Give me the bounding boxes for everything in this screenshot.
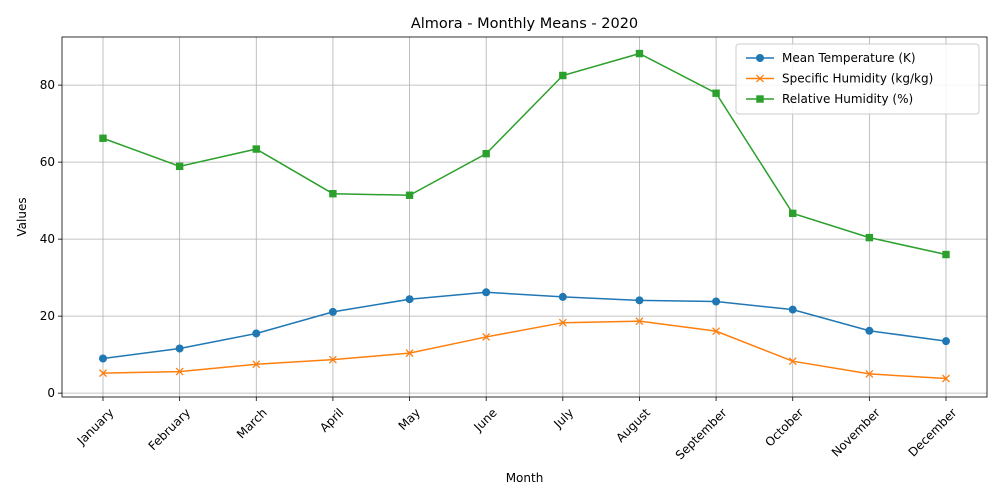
legend-label: Relative Humidity (%)	[782, 92, 913, 106]
data-point	[99, 134, 107, 142]
legend-item: Specific Humidity (kg/kg)	[746, 72, 933, 86]
data-point	[789, 209, 797, 218]
data-point	[328, 307, 337, 316]
legend-box	[735, 43, 980, 115]
data-point	[712, 297, 721, 306]
data-point	[405, 295, 414, 304]
legend-label: Mean Temperature (K)	[782, 51, 916, 65]
chart-title: Almora - Monthly Means - 2020	[411, 16, 638, 32]
legend: Mean Temperature (K) Specific Humidity (k…	[735, 43, 980, 115]
data-point	[175, 162, 184, 171]
data-point	[175, 344, 184, 353]
data-point	[788, 357, 797, 366]
y-tick-label: 0	[47, 386, 55, 400]
series-line	[102, 291, 947, 360]
data-point	[99, 354, 107, 363]
y-tick-label: 60	[40, 155, 55, 169]
data-point	[558, 318, 567, 327]
legend-marker	[756, 74, 764, 83]
data-point	[558, 292, 567, 301]
data-point	[328, 355, 337, 364]
y-tick-label: 80	[40, 78, 55, 92]
legend-item: Mean Temperature (K)	[746, 51, 916, 65]
data-point	[482, 149, 490, 158]
legend-marker	[756, 54, 764, 62]
legend-marker	[756, 95, 764, 103]
series-1	[99, 288, 950, 363]
series-line	[102, 320, 947, 380]
data-point	[405, 191, 414, 199]
series-3	[99, 49, 950, 259]
data-point	[788, 305, 797, 314]
data-point	[712, 327, 721, 336]
data-point	[99, 369, 107, 378]
y-axis-title: Values	[15, 197, 29, 236]
data-point	[252, 145, 260, 153]
data-point	[482, 332, 491, 341]
data-point	[942, 337, 950, 346]
legend-label: Specific Humidity (kg/kg)	[782, 72, 933, 86]
data-point	[712, 89, 720, 97]
data-point	[252, 329, 261, 338]
data-point	[942, 374, 950, 383]
data-point	[865, 326, 874, 335]
data-point	[482, 288, 491, 297]
y-tick-label: 40	[40, 232, 55, 246]
data-point	[635, 49, 644, 58]
y-tick-label: 20	[40, 309, 55, 323]
data-point	[635, 296, 644, 305]
data-point	[635, 317, 644, 326]
series-2	[99, 317, 950, 383]
y-axis-ticks: 0 20 40 60 80	[40, 78, 62, 400]
series-line	[102, 52, 947, 256]
data-point	[252, 360, 261, 369]
series-layer	[99, 49, 950, 383]
data-point	[865, 369, 874, 378]
plot-area-frame	[61, 36, 988, 398]
x-axis-title: Month	[506, 471, 544, 485]
data-point	[175, 367, 184, 376]
data-point	[865, 233, 874, 242]
data-point	[329, 190, 337, 198]
data-point	[942, 250, 950, 259]
data-point	[559, 71, 567, 80]
data-point	[405, 349, 414, 358]
legend-item: Relative Humidity (%)	[746, 92, 913, 106]
